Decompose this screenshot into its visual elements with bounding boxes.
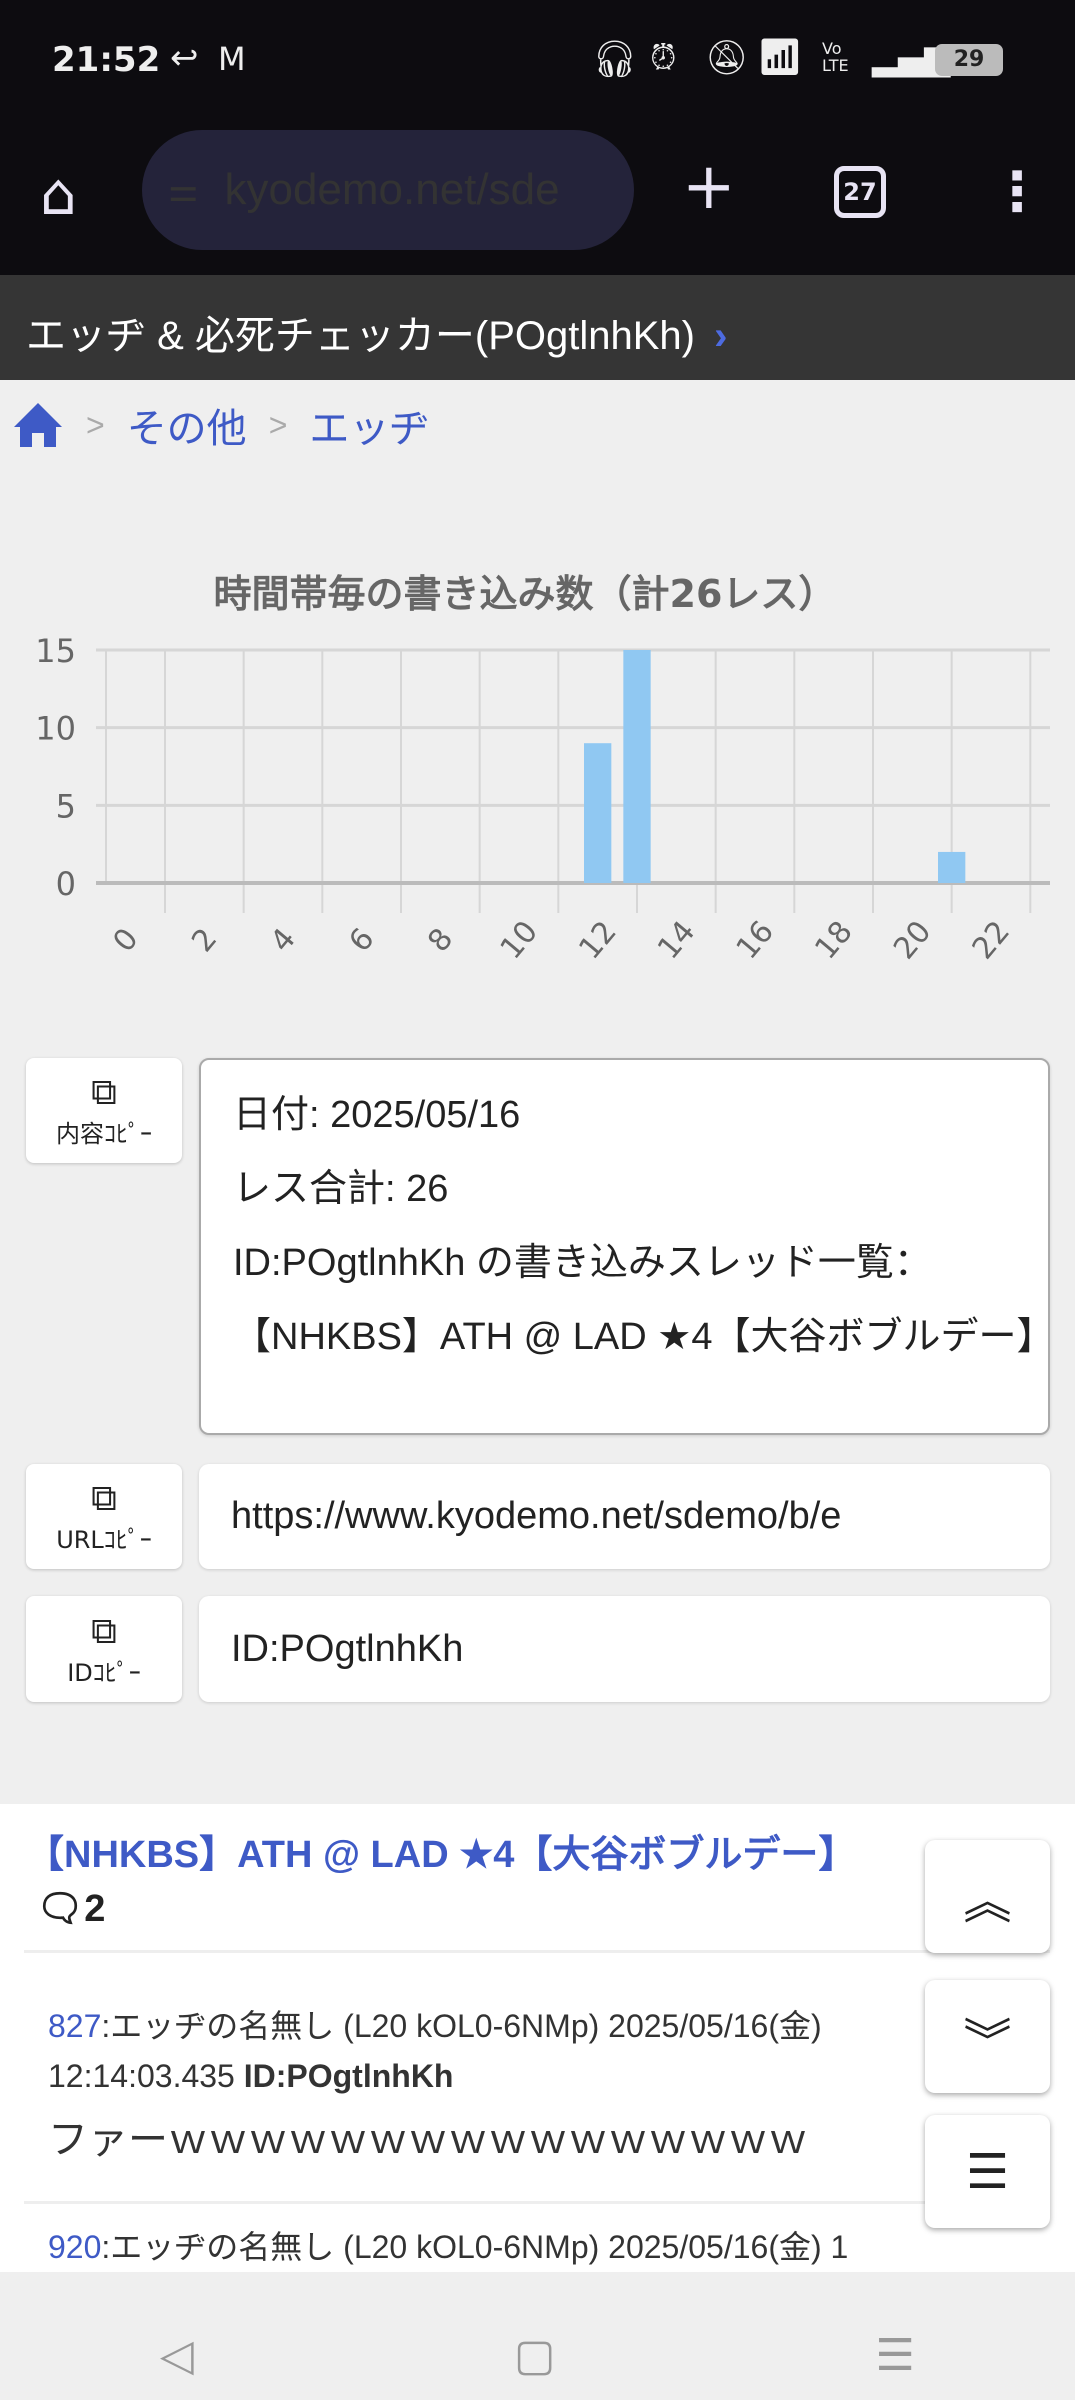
copy-url-label: URLｺﾋﾟｰ bbox=[56, 1526, 152, 1554]
x-tick-label: 14 bbox=[651, 914, 702, 966]
id-field[interactable]: ID:POgtlnhKh bbox=[199, 1596, 1050, 1702]
status-bar: 21:52 ↩ M 🎧︎ ⏰︎ 🔕︎ 📶︎ Vo LTE ▂▄▆ 29 bbox=[0, 0, 1075, 120]
x-tick-label: 6 bbox=[343, 922, 382, 959]
comment-count: 2 bbox=[84, 1888, 106, 1930]
home-icon[interactable]: ⌂ bbox=[40, 160, 77, 228]
divider bbox=[24, 1950, 1050, 1953]
post-number[interactable]: 920 bbox=[48, 2229, 102, 2265]
content-thread: 【NHKBS】ATH @ LAD ★4【大谷ボブルデー】 bbox=[233, 1316, 1050, 1358]
y-tick-label: 5 bbox=[56, 787, 76, 825]
breadcrumb-separator: > bbox=[86, 406, 105, 443]
scroll-top-button[interactable]: ︽ bbox=[925, 1840, 1050, 1953]
clock: 21:52 bbox=[52, 40, 161, 80]
thread-card: 【NHKBS】ATH @ LAD ★4【大谷ボブルデー】 🗨︎2 827:エッヂ… bbox=[0, 1804, 1075, 2272]
page-title: エッヂ & 必死チェッカー(POgtlnhKh) bbox=[26, 314, 696, 358]
post-meta: :エッヂの名無し (L20 kOL0-6NMp) 2025/05/16(金) 1 bbox=[101, 2229, 849, 2265]
post-meta: :エッヂの名無し (L20 kOL0-6NMp) 2025/05/16(金) 1… bbox=[48, 2008, 822, 2094]
bar-hour-21 bbox=[938, 851, 966, 883]
comment-icon: 🗨︎ bbox=[36, 1888, 85, 1930]
x-tick-label: 0 bbox=[107, 922, 146, 959]
chevron-right-icon: › bbox=[714, 314, 728, 358]
tab-switcher-button[interactable]: 27 bbox=[834, 166, 886, 218]
wifi-icon: 📶︎ bbox=[757, 37, 803, 78]
content-heading: ID:POgtlnhKh の書き込みスレッド一覧： bbox=[233, 1242, 932, 1284]
x-tick-label: 22 bbox=[966, 914, 1017, 966]
copy-icon: ⧉ bbox=[91, 1072, 117, 1113]
breadcrumb-item-other[interactable]: その他 bbox=[126, 407, 247, 451]
breadcrumb: > その他 > エッヂ bbox=[0, 380, 1075, 470]
copy-url-button[interactable]: ⧉ URLｺﾋﾟｰ bbox=[26, 1464, 182, 1569]
copy-icon: ⧉ bbox=[91, 1478, 117, 1519]
copy-id-label: IDｺﾋﾟｰ bbox=[67, 1658, 141, 1687]
gmail-icon: M bbox=[218, 40, 246, 78]
post-body: ファーｗｗｗｗｗｗｗｗｗｗｗｗｗｗｗｗ bbox=[48, 2118, 808, 2162]
x-tick-label: 18 bbox=[808, 914, 859, 966]
x-tick-label: 20 bbox=[887, 914, 938, 966]
url-text: kyodemo.net/sde bbox=[224, 165, 560, 214]
home-icon[interactable] bbox=[12, 401, 64, 449]
bar-hour-13 bbox=[623, 650, 651, 883]
url-field[interactable]: https://www.kyodemo.net/sdemo/b/e bbox=[199, 1464, 1050, 1569]
divider bbox=[24, 2201, 1050, 2204]
address-bar[interactable]: ⚌ kyodemo.net/sde bbox=[142, 130, 634, 250]
chart-title: 時間帯毎の書き込み数（計26レス） bbox=[214, 572, 837, 616]
post-920: 920:エッヂの名無し (L20 kOL0-6NMp) 2025/05/16(金… bbox=[48, 2222, 908, 2272]
post-827: 827:エッヂの名無し (L20 kOL0-6NMp) 2025/05/16(金… bbox=[48, 2001, 908, 2165]
post-number[interactable]: 827 bbox=[48, 2008, 102, 2044]
y-tick-label: 10 bbox=[35, 710, 76, 748]
menu-button[interactable]: ☰ bbox=[925, 2115, 1050, 2228]
content-textarea[interactable]: 日付: 2025/05/16 レス合計: 26 ID:POgtlnhKh の書き… bbox=[199, 1058, 1050, 1435]
recents-icon[interactable]: ☰ bbox=[875, 2329, 915, 2381]
breadcrumb-item-edge[interactable]: エッヂ bbox=[309, 407, 430, 451]
content-total: レス合計: 26 bbox=[233, 1168, 449, 1210]
menu-dots-icon[interactable]: ⋮ bbox=[990, 160, 1044, 223]
x-tick-label: 4 bbox=[264, 922, 303, 959]
x-tick-label: 10 bbox=[494, 914, 545, 966]
x-tick-label: 8 bbox=[421, 922, 460, 959]
alarm-icon: ⏰︎ bbox=[650, 38, 677, 78]
bar-hour-12 bbox=[584, 743, 612, 883]
bell-off-icon: 🔕︎ bbox=[705, 38, 749, 78]
y-tick-label: 0 bbox=[56, 865, 76, 903]
breadcrumb-separator: > bbox=[268, 406, 288, 443]
x-tick-label: 16 bbox=[730, 914, 781, 966]
new-tab-icon[interactable]: + bbox=[682, 150, 736, 224]
battery-icon: 29 bbox=[935, 44, 1003, 76]
x-tick-label: 2 bbox=[185, 922, 224, 959]
volte-icon: Vo LTE bbox=[822, 39, 849, 75]
page-title-bar[interactable]: エッヂ & 必死チェッカー(POgtlnhKh) › bbox=[0, 275, 1075, 380]
content-date: 日付: 2025/05/16 bbox=[233, 1094, 521, 1136]
copy-content-button[interactable]: ⧉ 内容ｺﾋﾟｰ bbox=[26, 1058, 182, 1163]
system-nav-bar: ◁ ▢ ☰ bbox=[0, 2310, 1075, 2400]
copy-content-label: 内容ｺﾋﾟｰ bbox=[56, 1120, 152, 1148]
reply-icon: ↩ bbox=[170, 38, 199, 78]
post-id[interactable]: ID:POgtlnhKh bbox=[243, 2058, 454, 2094]
x-tick-label: 12 bbox=[572, 914, 623, 966]
back-icon[interactable]: ◁ bbox=[160, 2329, 194, 2381]
thread-title: 【NHKBS】ATH @ LAD ★4【大谷ボブルデー】 bbox=[26, 1834, 857, 1876]
copy-id-button[interactable]: ⧉ IDｺﾋﾟｰ bbox=[26, 1596, 182, 1702]
y-tick-label: 15 bbox=[35, 632, 76, 670]
home-nav-icon[interactable]: ▢ bbox=[513, 2329, 556, 2381]
copy-icon: ⧉ bbox=[91, 1610, 117, 1652]
headphones-icon: 🎧︎ bbox=[592, 39, 638, 80]
scroll-bottom-button[interactable]: ︾ bbox=[925, 1980, 1050, 2093]
hourly-posts-chart: 時間帯毎の書き込み数（計26レス） 0 5 10 15 0 2 4 6 8 10 12 14 16 18 2… bbox=[35, 572, 1050, 966]
thread-title-link[interactable]: 【NHKBS】ATH @ LAD ★4【大谷ボブルデー】 🗨︎2 bbox=[26, 1828, 906, 1936]
site-settings-icon[interactable]: ⚌ bbox=[168, 171, 199, 209]
